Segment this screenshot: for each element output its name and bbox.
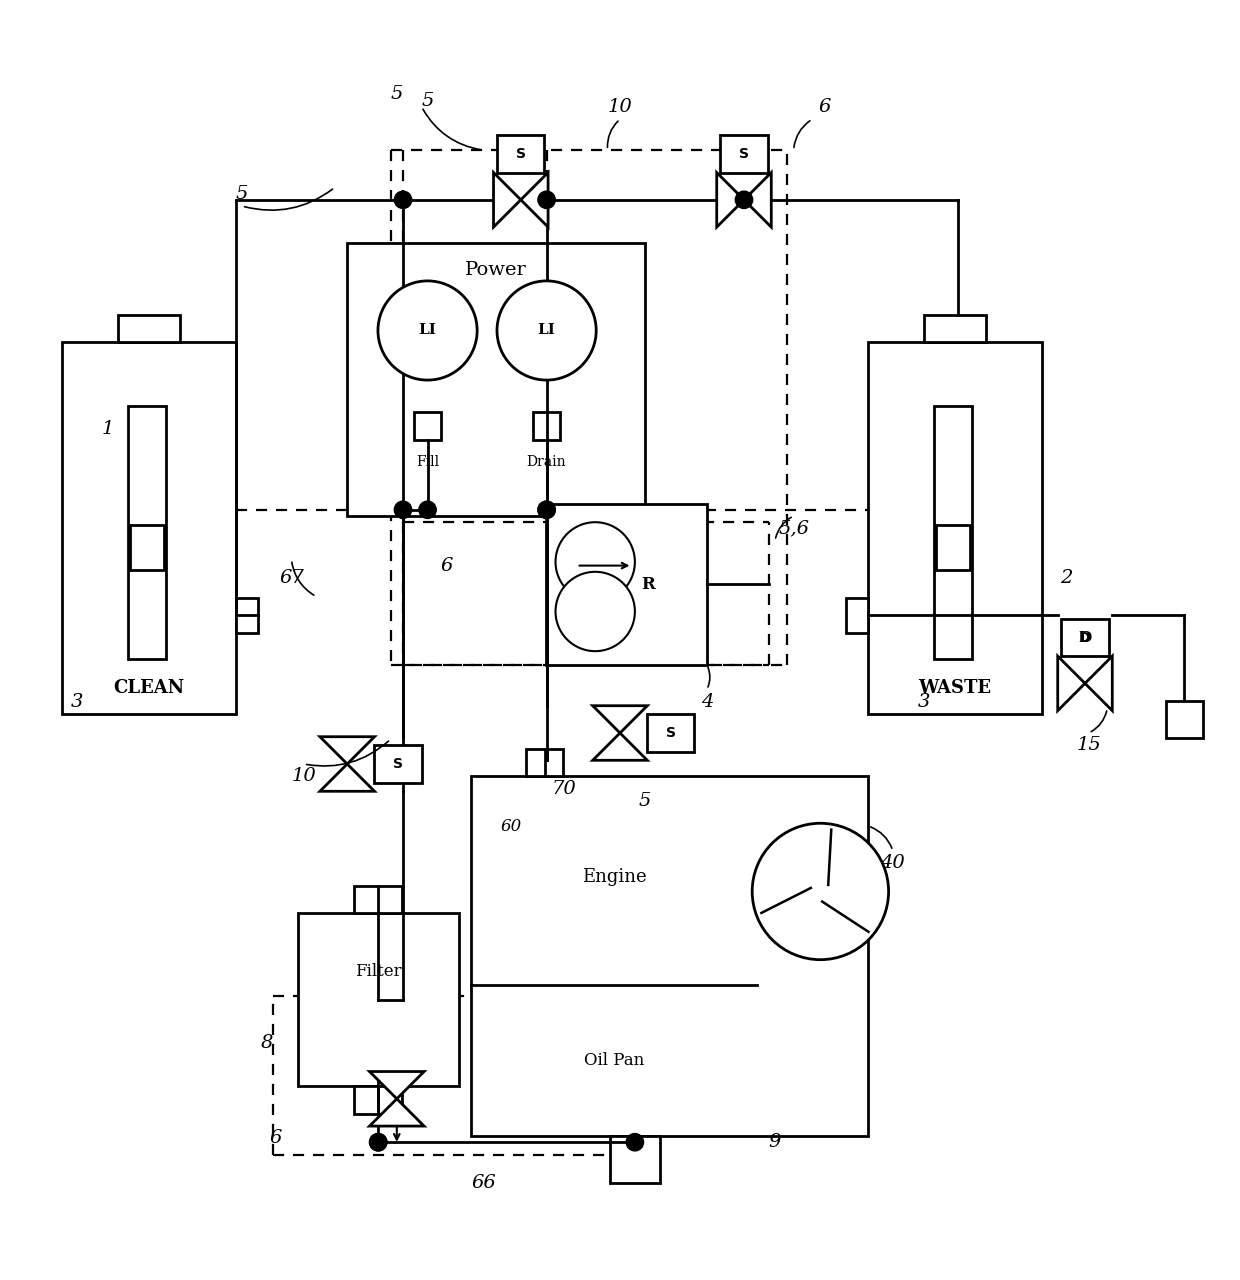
- Bar: [471, 777, 868, 1137]
- Circle shape: [419, 500, 436, 518]
- Text: WASTE: WASTE: [919, 680, 991, 698]
- Polygon shape: [370, 1071, 424, 1098]
- Bar: [298, 913, 459, 1087]
- Text: 5: 5: [422, 92, 434, 110]
- Bar: [647, 714, 694, 751]
- Text: Engine: Engine: [582, 868, 646, 886]
- Bar: [924, 315, 986, 342]
- Bar: [497, 136, 544, 173]
- Circle shape: [378, 280, 477, 380]
- Text: 5: 5: [639, 792, 651, 810]
- Polygon shape: [1058, 657, 1085, 710]
- Text: Fill: Fill: [415, 454, 439, 468]
- Bar: [347, 243, 645, 516]
- Text: 40: 40: [880, 854, 905, 872]
- Text: 60: 60: [500, 818, 522, 836]
- Bar: [62, 342, 236, 714]
- Polygon shape: [593, 705, 647, 733]
- Circle shape: [538, 500, 556, 518]
- Bar: [355, 886, 402, 913]
- Bar: [934, 406, 972, 659]
- Text: 6: 6: [818, 97, 831, 115]
- Bar: [414, 412, 441, 439]
- Polygon shape: [320, 764, 374, 791]
- Text: 3: 3: [71, 692, 83, 710]
- Bar: [846, 598, 868, 632]
- Circle shape: [394, 191, 412, 209]
- Text: 6: 6: [269, 1129, 281, 1147]
- Text: 9: 9: [769, 1133, 781, 1151]
- Circle shape: [370, 1134, 387, 1151]
- Text: 10: 10: [291, 768, 316, 786]
- Bar: [610, 1137, 660, 1183]
- Circle shape: [497, 280, 596, 380]
- Text: D: D: [1079, 631, 1091, 645]
- Text: 66: 66: [471, 1174, 496, 1192]
- Text: R: R: [641, 576, 656, 593]
- Polygon shape: [494, 173, 521, 227]
- Text: 5: 5: [236, 184, 248, 202]
- Text: LI: LI: [538, 324, 556, 338]
- Bar: [236, 598, 258, 632]
- Bar: [936, 525, 970, 570]
- Polygon shape: [593, 733, 647, 760]
- Text: Oil Pan: Oil Pan: [584, 1052, 644, 1069]
- Text: CLEAN: CLEAN: [113, 680, 185, 698]
- Bar: [526, 749, 563, 777]
- Circle shape: [735, 191, 753, 209]
- Circle shape: [538, 500, 556, 518]
- Text: D: D: [1079, 631, 1091, 645]
- Bar: [546, 503, 707, 664]
- Text: 10: 10: [608, 97, 632, 115]
- Polygon shape: [521, 173, 548, 227]
- Circle shape: [370, 1134, 387, 1151]
- Polygon shape: [1085, 657, 1112, 710]
- Text: 5: 5: [391, 86, 403, 104]
- Bar: [355, 1087, 402, 1114]
- Text: 1: 1: [102, 420, 114, 438]
- Text: LI: LI: [419, 324, 436, 338]
- Text: S: S: [666, 726, 676, 740]
- Bar: [720, 136, 768, 173]
- Bar: [128, 406, 166, 659]
- Circle shape: [556, 522, 635, 602]
- Text: S: S: [739, 147, 749, 161]
- Text: 67: 67: [279, 570, 304, 588]
- Bar: [533, 412, 560, 439]
- Text: 70: 70: [552, 780, 577, 797]
- Circle shape: [556, 572, 635, 652]
- Text: 3: 3: [918, 692, 930, 710]
- Text: 6: 6: [440, 557, 453, 575]
- Circle shape: [626, 1134, 644, 1151]
- Bar: [868, 342, 1042, 714]
- Text: 15: 15: [1076, 736, 1101, 754]
- Polygon shape: [717, 173, 744, 227]
- Bar: [374, 745, 422, 782]
- Bar: [118, 315, 180, 342]
- Circle shape: [753, 823, 889, 960]
- Text: 5,6: 5,6: [779, 520, 808, 538]
- Text: 2: 2: [1060, 570, 1073, 588]
- Bar: [130, 525, 164, 570]
- Circle shape: [538, 191, 556, 209]
- Circle shape: [394, 500, 412, 518]
- Polygon shape: [320, 737, 374, 764]
- Text: S: S: [393, 756, 403, 771]
- Bar: [1061, 620, 1109, 657]
- Polygon shape: [370, 1098, 424, 1126]
- Polygon shape: [744, 173, 771, 227]
- Text: 8: 8: [260, 1034, 273, 1052]
- Bar: [1166, 700, 1203, 739]
- Text: S: S: [516, 147, 526, 161]
- Text: 4: 4: [701, 692, 713, 710]
- Text: Filter: Filter: [355, 964, 402, 980]
- Text: Drain: Drain: [527, 454, 567, 468]
- Text: Power: Power: [465, 261, 527, 279]
